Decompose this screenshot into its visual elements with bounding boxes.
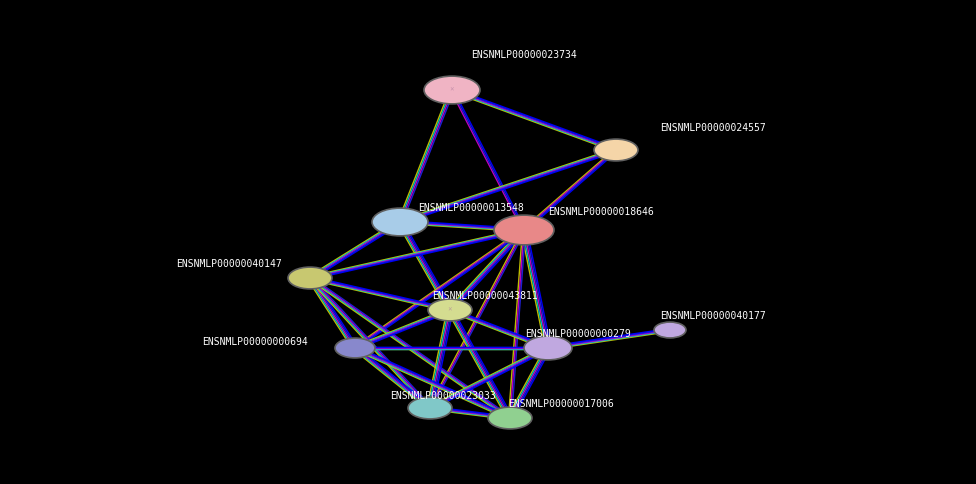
Circle shape [424,76,480,104]
Text: ENSNMLP00000040147: ENSNMLP00000040147 [177,259,282,269]
Circle shape [335,338,375,358]
Text: ENSNMLP00000024557: ENSNMLP00000024557 [660,123,766,133]
Text: ENSNMLP00000018646: ENSNMLP00000018646 [548,207,654,217]
Text: ENSNMLP00000000694: ENSNMLP00000000694 [202,337,308,347]
Text: ENSNMLP00000017006: ENSNMLP00000017006 [508,399,614,409]
Circle shape [524,336,572,360]
Text: ENSNMLP00000023734: ENSNMLP00000023734 [471,50,577,60]
Circle shape [288,267,332,289]
Circle shape [428,299,472,321]
Text: ENSNMLP00000040177: ENSNMLP00000040177 [660,311,766,321]
Circle shape [594,139,638,161]
Circle shape [408,397,452,419]
Text: ✕: ✕ [448,307,452,313]
Text: ENSNMLP00000013548: ENSNMLP00000013548 [418,203,524,213]
Circle shape [494,215,554,245]
Circle shape [654,322,686,338]
Text: ENSNMLP00000043811: ENSNMLP00000043811 [432,291,538,301]
Text: ✕: ✕ [450,88,454,92]
Text: ENSNMLP00000000279: ENSNMLP00000000279 [525,329,630,339]
Text: ENSNMLP00000023033: ENSNMLP00000023033 [390,391,496,401]
Circle shape [488,407,532,429]
Circle shape [372,208,428,236]
